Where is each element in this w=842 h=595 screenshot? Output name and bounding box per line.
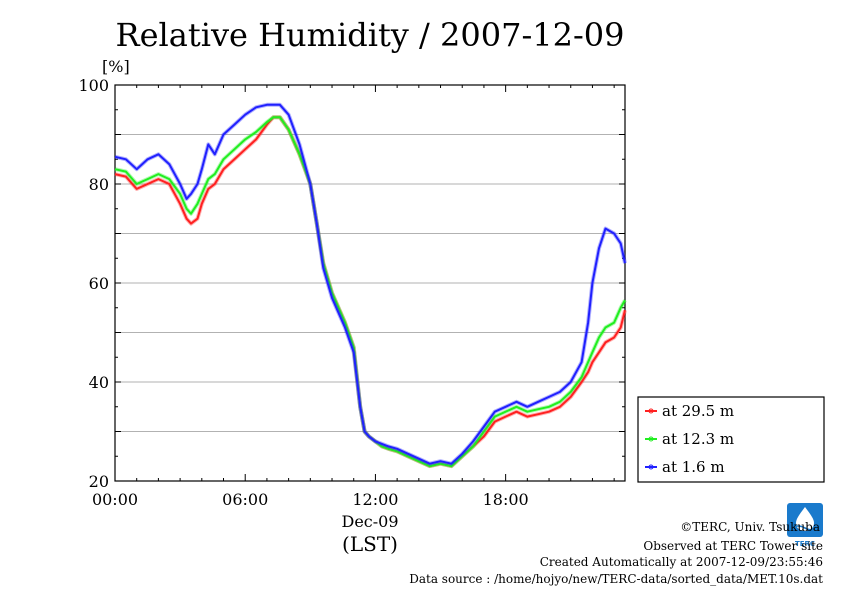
credit-source: Data source : /home/hojyo/new/TERC-data/… bbox=[409, 572, 823, 586]
x-axis: 00:00 06:00 12:00 18:00 bbox=[92, 85, 615, 509]
series-lines bbox=[114, 102, 627, 469]
y-tick-label: 60 bbox=[89, 274, 109, 293]
grid-lines bbox=[115, 134, 625, 432]
legend-marker bbox=[648, 464, 654, 470]
series-band-1 bbox=[114, 115, 627, 469]
x-axis-date-label: Dec-09 bbox=[341, 512, 398, 531]
legend-marker bbox=[648, 408, 654, 414]
legend-label: at 29.5 m bbox=[662, 402, 734, 420]
legend-label: at 12.3 m bbox=[662, 430, 734, 448]
y-axis-label: [%] bbox=[102, 57, 130, 76]
x-tick-label: 00:00 bbox=[92, 490, 138, 509]
x-tick-label: 06:00 bbox=[222, 490, 268, 509]
credit-observed: Observed at TERC Tower site bbox=[643, 539, 823, 553]
x-tick-label: 18:00 bbox=[483, 490, 529, 509]
y-tick-label: 40 bbox=[89, 373, 109, 392]
legend-box bbox=[637, 396, 825, 483]
y-tick-label: 20 bbox=[89, 472, 109, 491]
logo-text: TERC bbox=[795, 540, 815, 548]
water-drop-icon bbox=[796, 507, 814, 531]
y-tick-label: 80 bbox=[89, 175, 109, 194]
terc-logo: TERC bbox=[787, 503, 823, 548]
wave-icon bbox=[790, 525, 820, 531]
y-tick-label: 100 bbox=[78, 76, 109, 95]
credit-copyright: ©TERC, Univ. Tsukuba bbox=[680, 520, 820, 534]
chart-title: Relative Humidity / 2007-12-09 bbox=[116, 16, 625, 54]
series-line-3 bbox=[114, 103, 626, 465]
legend: at 29.5 m at 12.3 m at 1.6 m bbox=[637, 396, 825, 483]
credit-created: Created Automatically at 2007-12-09/23:5… bbox=[540, 555, 823, 569]
legend-label: at 1.6 m bbox=[662, 458, 725, 476]
x-axis-label: (LST) bbox=[342, 532, 398, 556]
x-tick-label: 12:00 bbox=[352, 490, 398, 509]
legend-marker bbox=[648, 436, 654, 442]
y-axis: 20 40 60 80 100 bbox=[78, 76, 625, 491]
